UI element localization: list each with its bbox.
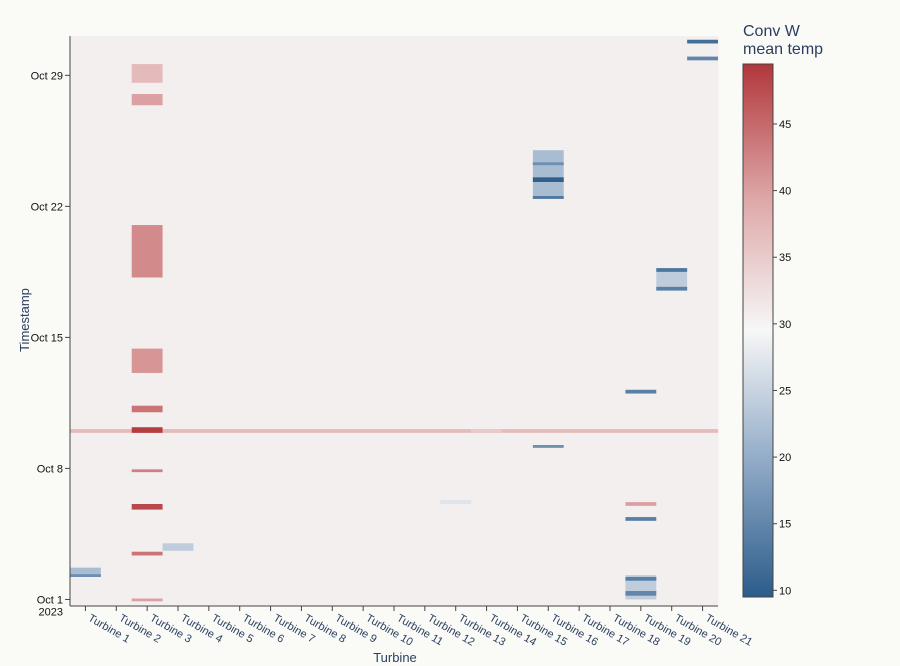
- heatmap-cell: [131, 64, 163, 83]
- heatmap-cell: [687, 39, 718, 44]
- heatmap-column: [625, 36, 657, 606]
- heatmap-cell: [131, 225, 163, 278]
- heatmap-column: [316, 36, 349, 606]
- heatmap-cell: [70, 567, 101, 577]
- heatmap-cell: [625, 517, 657, 521]
- heatmap-cell: [532, 177, 564, 183]
- heatmap-column: [594, 36, 626, 606]
- heatmap-column: [131, 36, 164, 606]
- heatmap-column: [532, 36, 565, 606]
- colorbar-gradient: [742, 63, 774, 598]
- heatmap-column: [471, 36, 503, 606]
- heatmap-cell: [440, 500, 472, 504]
- heatmap-column: [378, 36, 410, 606]
- heatmap-cell: [131, 94, 163, 106]
- heatmap-cell: [131, 405, 163, 413]
- heatmap-cell: [532, 162, 564, 166]
- heatmap-column: [70, 36, 102, 606]
- heatmap-cell: [131, 551, 163, 556]
- heatmap-column: [502, 36, 534, 606]
- heatmap-cell: [625, 591, 657, 596]
- heatmap-cell: [162, 543, 194, 551]
- y-tick-label: Oct 15: [31, 332, 63, 344]
- heatmap-cell: [625, 389, 657, 394]
- heatmap-cell: [471, 429, 502, 433]
- heatmap-column: [193, 36, 225, 606]
- y-axis-title: Timestamp: [17, 288, 32, 352]
- heatmap-column: [255, 36, 287, 606]
- y-tick-label: Oct 22: [31, 201, 63, 213]
- plot-area: [70, 36, 719, 606]
- heatmap-cell: [532, 150, 564, 199]
- y-axis: Oct 1 2023 Oct 8 Oct 15 Oct 22 Oct 29: [31, 36, 71, 618]
- x-axis-title: Turbine: [373, 650, 417, 665]
- heatmap-column: [347, 36, 380, 606]
- heatmap-cell: [625, 502, 657, 506]
- heatmap-cell: [532, 445, 564, 448]
- heatmap-column: [563, 36, 596, 606]
- heatmap-column: [224, 36, 256, 606]
- heatmap-cell: [131, 469, 163, 473]
- heatmap-cell: [656, 286, 688, 291]
- y-tick-label: Oct 1 2023: [37, 594, 63, 618]
- heatmap-cell: [687, 56, 718, 61]
- colorbar-tick-label: 40: [779, 186, 791, 198]
- heatmap-cell: [656, 268, 688, 291]
- heatmap-cell: [532, 196, 564, 199]
- colorbar-tick-label: 10: [779, 585, 791, 597]
- heatmap-cell: [70, 574, 101, 577]
- heatmap-column: [286, 36, 318, 606]
- heatmap-cell: [625, 576, 657, 581]
- colorbar-tick-label: 15: [779, 519, 791, 531]
- heatmap-cell: [131, 598, 163, 602]
- heatmap-column: [162, 36, 194, 606]
- heatmap-cell: [131, 348, 163, 373]
- heatmap-column: [656, 36, 688, 606]
- y-tick-label: Oct 29: [31, 70, 63, 82]
- heatmap-column: [100, 36, 133, 606]
- heatmap-cell: [656, 268, 688, 272]
- colorbar-tick-label: 45: [779, 119, 791, 131]
- heatmap-column: [440, 36, 472, 606]
- colorbar-tick-label: 35: [779, 252, 791, 264]
- heatmap-cell: [131, 427, 163, 433]
- heatmap-cell: [131, 503, 163, 510]
- y-tick-label: Oct 8: [37, 463, 63, 475]
- colorbar-tick-label: 25: [779, 385, 791, 397]
- heatmap-column: [409, 36, 441, 606]
- colorbar-tick-label: 30: [779, 319, 791, 331]
- heatmap-column: [687, 36, 719, 606]
- heatmap-row-band: [70, 429, 718, 433]
- colorbar-tick-label: 20: [779, 452, 791, 464]
